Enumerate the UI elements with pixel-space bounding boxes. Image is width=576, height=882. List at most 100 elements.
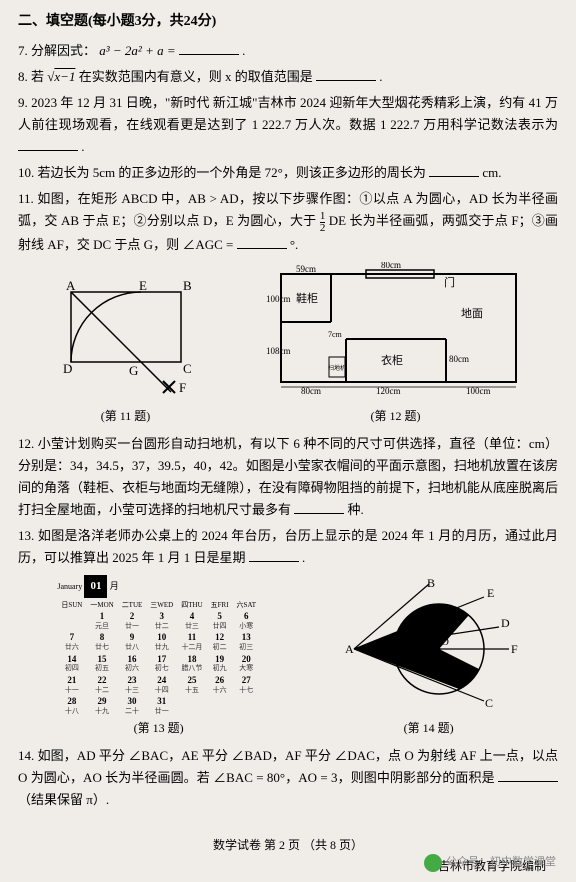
cal-cell: 9廿八 xyxy=(118,631,147,652)
period: . xyxy=(302,550,305,565)
cal-cell: 18腊八节 xyxy=(177,653,206,674)
note: （结果保留 π）. xyxy=(18,792,109,807)
label-C: C xyxy=(485,696,493,709)
q-num: 14. xyxy=(18,748,34,763)
d59: 59cm xyxy=(296,264,316,274)
cal-cell xyxy=(177,695,206,716)
unit: °. xyxy=(290,237,298,252)
watermark: 公众号：初中数学课堂 xyxy=(424,853,556,872)
cal-cell: 16初六 xyxy=(118,653,147,674)
cal-cell: 19初九 xyxy=(207,653,233,674)
cal-row: 1元旦2廿一3廿二4廿三5廿四6小寒 xyxy=(57,610,260,631)
door: 门 xyxy=(444,275,455,289)
cal-cell: 30二十 xyxy=(118,695,147,716)
cal-cell xyxy=(233,695,260,716)
q-num: 13. xyxy=(18,528,34,543)
blank xyxy=(179,42,239,55)
q-num: 9. xyxy=(18,95,28,110)
cal-day-hdr: 一MON xyxy=(86,600,117,610)
figure-row-13-14: January 01 月 日SUN一MON二TUE三WED四THU五FRI六SA… xyxy=(18,575,558,738)
cal-cell: 22十二 xyxy=(86,674,117,695)
section-header: 二、填空题(每小题3分，共24分) xyxy=(18,10,558,34)
q13: 13. 如图是洛洋老师办公桌上的 2024 年台历，台历上显示的是 2024 年… xyxy=(18,525,558,569)
cal-cell: 3廿二 xyxy=(146,610,177,631)
d80a: 80cm xyxy=(381,262,401,270)
cal-cell: 13初三 xyxy=(233,631,260,652)
d100: 100cm xyxy=(266,294,291,304)
cal-day-hdr: 日SUN xyxy=(57,600,86,610)
q-text: 分解因式： xyxy=(31,43,96,58)
cal-cell: 6小寒 xyxy=(233,610,260,631)
fig14-wrap: A B E D O F C (第 14 题) xyxy=(339,579,519,738)
unit: 种. xyxy=(348,502,364,517)
q-text: 如图，AD 平分 ∠BAC，AE 平分 ∠BAD，AF 平分 ∠DAC，点 O … xyxy=(18,748,558,785)
cal-cell: 5廿四 xyxy=(207,610,233,631)
period: . xyxy=(81,139,84,154)
blank xyxy=(18,138,78,151)
q-num: 8. xyxy=(18,69,28,84)
cal-cell: 14初四 xyxy=(57,653,86,674)
label-F: F xyxy=(511,642,518,656)
label-D: D xyxy=(63,361,72,376)
cal-cell: 23十三 xyxy=(118,674,147,695)
d120: 120cm xyxy=(376,386,401,396)
q11: 11. 如图，在矩形 ABCD 中，AB > AD，按以下步骤作图：①以点 A … xyxy=(18,188,558,256)
q-text: 2023 年 12 月 31 日晚，"新时代 新江城"吉林市 2024 迎新年大… xyxy=(18,95,558,132)
cal-days-row: 日SUN一MON二TUE三WED四THU五FRI六SAT xyxy=(57,600,260,610)
q-num: 10. xyxy=(18,165,34,180)
cal-cell: 10廿九 xyxy=(146,631,177,652)
cal-row: 21十一22十二23十三24十四25十五26十六27十七 xyxy=(57,674,260,695)
fig11-wrap: A E B D G C F (第 11 题) xyxy=(51,277,201,426)
label-G: G xyxy=(129,363,138,378)
cal-cell xyxy=(57,610,86,631)
label-A: A xyxy=(66,278,76,293)
cal-cell: 26十六 xyxy=(207,674,233,695)
q12: 12. 小莹计划购买一台圆形自动扫地机，有以下 6 种不同的尺寸可供选择，直径（… xyxy=(18,433,558,521)
calendar-table: 日SUN一MON二TUE三WED四THU五FRI六SAT 1元旦2廿一3廿二4廿… xyxy=(57,600,260,716)
cal-cell: 27十七 xyxy=(233,674,260,695)
blank xyxy=(249,549,299,562)
fig12-wrap: 59cm 80cm 门 100cm 鞋柜 地面 108cm 7cm 扫地机 衣柜… xyxy=(266,262,526,426)
fig12-svg: 59cm 80cm 门 100cm 鞋柜 地面 108cm 7cm 扫地机 衣柜… xyxy=(266,262,526,397)
fig11-svg: A E B D G C F xyxy=(51,277,201,397)
cal-cell: 12初二 xyxy=(207,631,233,652)
label-A: A xyxy=(345,642,354,656)
d100b: 100cm xyxy=(466,386,491,396)
fig14-svg: A B E D O F C xyxy=(339,579,519,709)
cal-cell: 28十八 xyxy=(57,695,86,716)
d80c: 80cm xyxy=(301,386,321,396)
q-text: 小莹计划购买一台圆形自动扫地机，有以下 6 种不同的尺寸可供选择，直径（单位：c… xyxy=(18,436,558,517)
cal-day-hdr: 五FRI xyxy=(207,600,233,610)
cal-cell: 8廿七 xyxy=(86,631,117,652)
period: . xyxy=(242,43,245,58)
cal-cell: 4廿三 xyxy=(177,610,206,631)
cal-cell: 31廿一 xyxy=(146,695,177,716)
cal-cell: 21十一 xyxy=(57,674,86,695)
shoe: 鞋柜 xyxy=(296,291,318,305)
fig11-cap: (第 11 题) xyxy=(51,406,201,426)
d7: 7cm xyxy=(328,330,343,339)
label-O: O xyxy=(441,636,449,648)
cal-row: 28十八29十九30二十31廿一 xyxy=(57,695,260,716)
fig12-cap: (第 12 题) xyxy=(266,406,526,426)
q-num: 7. xyxy=(18,43,28,58)
figure-row-11-12: A E B D G C F (第 11 题) 59cm 80cm 门 100cm… xyxy=(18,262,558,426)
cal-month: 01 xyxy=(84,575,107,598)
q-text: 若边长为 5cm 的正多边形的一个外角是 72°，则该正多边形的周长为 xyxy=(38,165,426,180)
cal-cell: 11十二月 xyxy=(177,631,206,652)
fig13-cap: (第 13 题) xyxy=(57,718,260,738)
label-E: E xyxy=(139,278,147,293)
q14: 14. 如图，AD 平分 ∠BAC，AE 平分 ∠BAD，AF 平分 ∠DAC，… xyxy=(18,745,558,811)
floor: 地面 xyxy=(461,307,483,320)
cal-cell: 20大寒 xyxy=(233,653,260,674)
label-B: B xyxy=(427,579,435,590)
blank xyxy=(316,68,376,81)
q10: 10. 若边长为 5cm 的正多边形的一个外角是 72°，则该正多边形的周长为 … xyxy=(18,162,558,184)
wardrobe: 衣柜 xyxy=(381,353,403,367)
q-text: 若 xyxy=(31,69,44,84)
q7: 7. 分解因式： a³ − 2a² + a = . xyxy=(18,40,558,62)
cal-row: 14初四15初五16初六17初七18腊八节19初九20大寒 xyxy=(57,653,260,674)
cal-header: January 01 月 xyxy=(57,575,260,598)
cal-cell: 24十四 xyxy=(146,674,177,695)
period: . xyxy=(379,69,382,84)
